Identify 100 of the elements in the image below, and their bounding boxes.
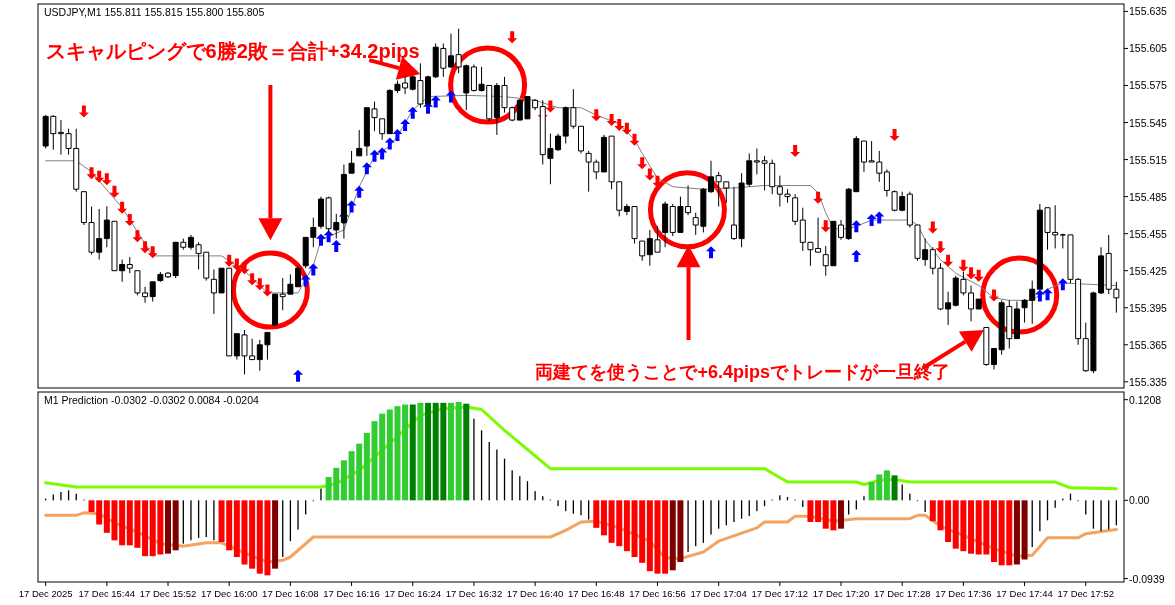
y-tick-label: 155.395 [1129,301,1168,314]
y-tick-label: 0.00 [1129,494,1150,507]
point [507,31,518,44]
bar [119,500,126,546]
point [889,128,900,141]
bar [600,500,607,536]
bar [402,404,409,501]
point [109,185,120,198]
bar [272,500,279,569]
bar [172,500,179,551]
point [407,106,418,119]
point [346,200,357,213]
point [545,100,556,113]
x-tick-label: 17 Dec 17:20 [812,588,870,599]
candlestick [792,193,799,226]
point [300,274,311,287]
bar [463,403,470,501]
candlestick [639,240,646,262]
point [140,241,151,254]
point [315,233,326,246]
bar [409,404,416,501]
point [124,214,135,227]
point [262,284,273,297]
candlestick [126,256,133,274]
bar [455,402,462,501]
point [1034,289,1045,302]
candlestick [356,129,363,157]
bar [417,402,424,501]
candlestick [1059,233,1066,249]
candlestick [1013,301,1020,340]
point [973,269,984,282]
point [224,254,235,267]
x-tick-label: 17 Dec 16:40 [506,588,564,599]
point [147,246,158,259]
x-tick-label: 17 Dec 16:48 [568,588,625,599]
candlestick [983,327,990,367]
bar [165,500,172,554]
point [308,263,319,276]
point [866,214,877,227]
point [958,259,969,272]
bar [662,500,669,574]
bar [891,475,898,501]
point [614,119,625,131]
y-tick-label: 155.545 [1129,116,1168,129]
point [94,170,105,183]
line-series [45,94,1117,301]
point [377,147,388,160]
point [86,167,97,180]
bar [623,500,630,552]
x-tick-label: 17 Dec 16:56 [629,588,686,599]
y-tick-label: 155.635 [1129,5,1168,18]
x-tick-label: 17 Dec 17:28 [873,588,931,599]
point [132,230,143,243]
point [851,220,862,233]
y-tick-label: -0.0939 [1129,572,1165,585]
point [361,162,372,175]
y-tick-label: 155.365 [1129,338,1168,351]
x-tick-label: 17 Dec 2025 [18,588,73,599]
candlestick [975,298,982,310]
point [820,220,831,233]
x-tick-label: 17 Dec 16:08 [262,588,319,599]
y-tick-label: 155.515 [1129,153,1168,166]
point [935,241,946,254]
point [790,144,801,157]
bar [945,500,952,542]
chart-title: USDJPY,M1 155.811 155.815 155.800 155.805 [44,6,265,18]
bar [142,500,149,557]
y-tick-label: 0.1208 [1129,393,1162,406]
point [445,90,456,103]
x-tick-label: 17 Dec 17:44 [996,588,1053,599]
point [101,173,112,186]
candlestick [149,281,156,303]
point [293,369,304,382]
point [851,249,862,262]
point [247,273,258,286]
point [874,211,885,224]
point [966,267,977,280]
point [943,254,954,267]
y-tick-label: 155.605 [1129,42,1168,55]
bar [815,500,822,522]
point [369,149,380,162]
bar [425,402,432,501]
bar [593,500,600,528]
x-tick-label: 17 Dec 17:36 [935,588,992,599]
chart-title: M1 Prediction -0.0302 -0.0302 0.0084 -0.0204 [44,394,259,406]
point [254,278,265,291]
point [384,137,395,150]
point [1042,288,1053,301]
bar [838,500,845,529]
point [813,191,824,204]
point [78,105,89,118]
x-tick-label: 17 Dec 16:24 [384,588,441,599]
y-tick-label: 155.335 [1129,375,1168,388]
bar [340,460,347,501]
point [927,221,938,234]
x-tick-label: 17 Dec 16:32 [445,588,503,599]
bar [990,500,997,562]
bar [447,402,454,501]
point [1057,278,1068,291]
bar [883,470,890,501]
